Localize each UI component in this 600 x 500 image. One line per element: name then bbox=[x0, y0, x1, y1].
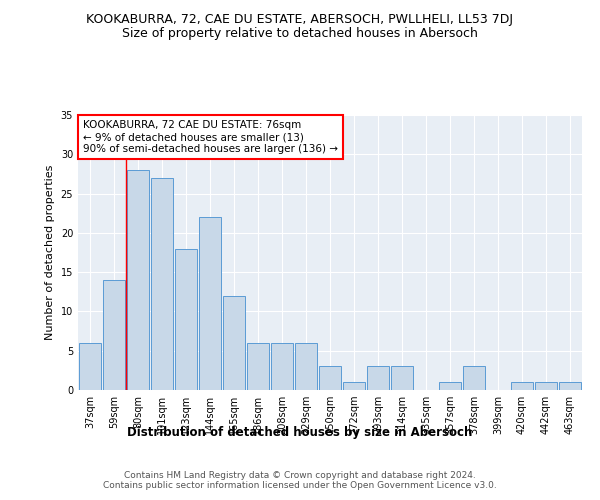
Bar bbox=[151, 178, 173, 390]
Bar bbox=[223, 296, 245, 390]
Bar bbox=[247, 343, 269, 390]
Bar bbox=[559, 382, 581, 390]
Bar bbox=[319, 366, 341, 390]
Bar bbox=[127, 170, 149, 390]
Bar bbox=[391, 366, 413, 390]
Bar bbox=[271, 343, 293, 390]
Bar bbox=[199, 217, 221, 390]
Bar bbox=[343, 382, 365, 390]
Bar bbox=[79, 343, 101, 390]
Bar bbox=[175, 248, 197, 390]
Text: KOOKABURRA, 72, CAE DU ESTATE, ABERSOCH, PWLLHELI, LL53 7DJ: KOOKABURRA, 72, CAE DU ESTATE, ABERSOCH,… bbox=[86, 12, 514, 26]
Bar bbox=[367, 366, 389, 390]
Bar bbox=[295, 343, 317, 390]
Text: Distribution of detached houses by size in Abersoch: Distribution of detached houses by size … bbox=[127, 426, 473, 439]
Text: KOOKABURRA, 72 CAE DU ESTATE: 76sqm
← 9% of detached houses are smaller (13)
90%: KOOKABURRA, 72 CAE DU ESTATE: 76sqm ← 9%… bbox=[83, 120, 338, 154]
Bar bbox=[535, 382, 557, 390]
Text: Contains HM Land Registry data © Crown copyright and database right 2024.
Contai: Contains HM Land Registry data © Crown c… bbox=[103, 470, 497, 490]
Bar bbox=[463, 366, 485, 390]
Text: Size of property relative to detached houses in Abersoch: Size of property relative to detached ho… bbox=[122, 28, 478, 40]
Bar bbox=[511, 382, 533, 390]
Y-axis label: Number of detached properties: Number of detached properties bbox=[45, 165, 55, 340]
Bar bbox=[103, 280, 125, 390]
Bar bbox=[439, 382, 461, 390]
